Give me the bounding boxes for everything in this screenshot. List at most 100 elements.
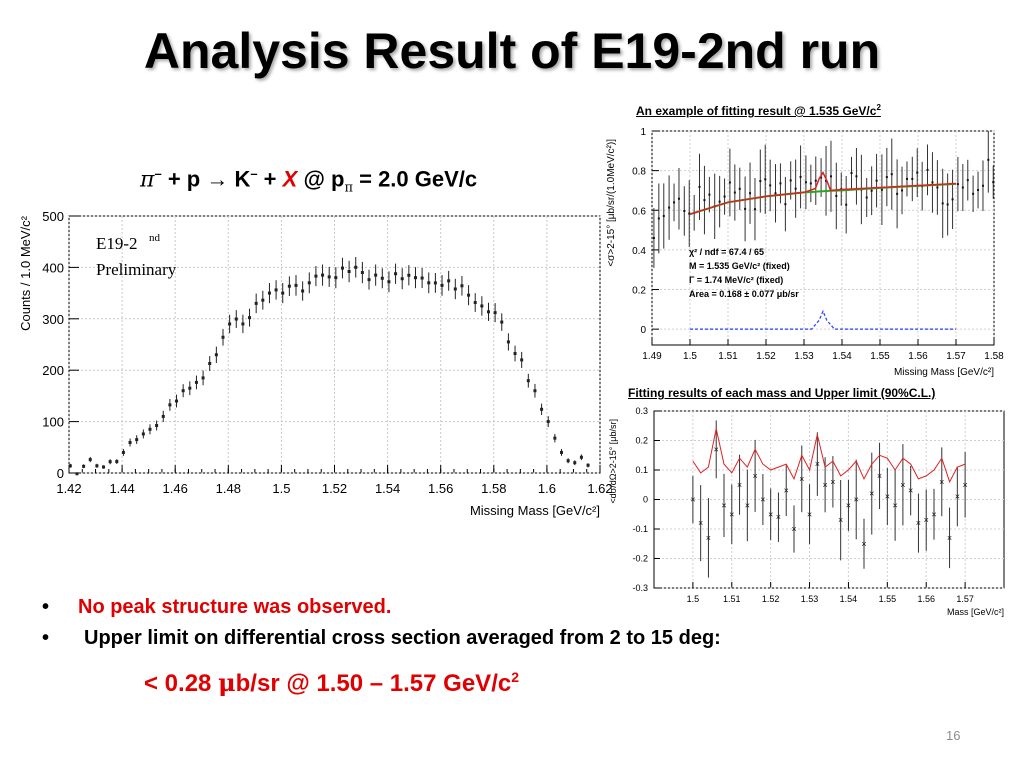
reaction-equation: π– + p → K– + X @ pπ = 2.0 GeV/c <box>140 166 477 196</box>
data-point <box>281 291 285 295</box>
data-point <box>759 180 762 183</box>
upper-limit-result: < 0.28 μb/sr @ 1.50 – 1.57 GeV/c2 <box>144 668 519 698</box>
data-point <box>500 320 504 324</box>
data-point <box>789 179 792 182</box>
data-point <box>673 201 676 204</box>
data-point <box>966 179 969 182</box>
data-point <box>540 407 544 411</box>
data-point <box>809 182 812 185</box>
fit-example-caption-sup: 2 <box>876 103 881 112</box>
data-point: × <box>752 471 757 481</box>
data-point <box>480 304 484 308</box>
reaction-momentum: = 2.0 GeV/c <box>353 166 478 192</box>
data-point <box>662 214 665 217</box>
data-point <box>880 188 883 191</box>
data-point: × <box>931 509 936 519</box>
x-tick-label: 1.58 <box>481 481 506 496</box>
data-point <box>804 181 807 184</box>
reaction-mid: + p → K <box>161 166 251 192</box>
data-point <box>367 278 371 282</box>
data-point: × <box>939 477 944 487</box>
signal-peak-curve <box>690 309 956 330</box>
y-tick-label: -0.2 <box>632 554 648 564</box>
data-point <box>769 184 772 187</box>
data-point <box>733 191 736 194</box>
x-tick-label: 1.46 <box>163 481 188 496</box>
y-tick-label: 200 <box>42 363 64 378</box>
y-tick-label: 500 <box>42 209 64 224</box>
data-point <box>579 455 583 459</box>
data-point <box>890 173 893 176</box>
data-point <box>374 273 378 277</box>
y-tick-label: 1 <box>640 127 646 138</box>
data-point <box>88 458 92 462</box>
data-point: × <box>900 480 905 490</box>
data-point <box>814 179 817 182</box>
data-point <box>799 175 802 178</box>
data-point <box>148 427 152 431</box>
data-point <box>261 298 265 302</box>
data-point <box>267 291 271 295</box>
y-tick-label: 0 <box>643 495 648 505</box>
bullet-item-no-peak: • No peak structure was observed. <box>42 596 721 619</box>
data-point <box>546 420 550 424</box>
x-tick-label: 1.56 <box>917 594 935 604</box>
data-point <box>493 311 497 315</box>
data-point <box>420 276 424 280</box>
data-point <box>774 192 777 195</box>
data-point <box>394 272 398 276</box>
data-point: × <box>706 533 711 543</box>
reaction-x: X <box>282 166 298 192</box>
data-point <box>188 386 192 390</box>
upper-limit-caption: Fitting results of each mass and Upper l… <box>628 386 936 400</box>
x-tick-label: 1.51 <box>723 594 741 604</box>
data-point <box>400 277 404 281</box>
data-point: × <box>822 480 827 490</box>
fit-stat-text: Area = 0.168 ± 0.077 μb/sr <box>689 289 799 299</box>
data-point: × <box>955 492 960 502</box>
x-tick-label: 1.42 <box>56 481 81 496</box>
data-point <box>520 358 524 362</box>
data-point: × <box>737 480 742 490</box>
x-tick-label: 1.56 <box>908 351 928 362</box>
fit-stat-text: M = 1.535 GeV/c² (fixed) <box>689 261 790 271</box>
y-tick-label: 0.8 <box>632 167 646 178</box>
fit-example-caption: An example of fitting result @ 1.535 GeV… <box>636 103 881 118</box>
data-point <box>301 289 305 293</box>
y-tick-label: 0.1 <box>635 465 648 475</box>
data-point <box>850 172 853 175</box>
data-point <box>941 202 944 205</box>
data-point <box>764 178 767 181</box>
y-tick-label: 0.6 <box>632 206 646 217</box>
data-point <box>870 189 873 192</box>
data-point <box>936 186 939 189</box>
data-point <box>287 284 291 288</box>
y-tick-label: -0.3 <box>632 583 648 593</box>
data-point <box>926 168 929 171</box>
data-point <box>208 361 212 365</box>
plot-frame <box>653 410 1005 589</box>
y-tick-label: 0.2 <box>635 436 648 446</box>
reaction-at-p: @ p <box>297 166 345 192</box>
data-point <box>779 182 782 185</box>
total-fit-curve <box>689 171 957 215</box>
bullet-list: • No peak structure was observed. • Upper … <box>42 596 721 658</box>
data-point <box>387 280 391 284</box>
data-point <box>102 465 106 469</box>
data-point <box>181 389 185 393</box>
data-point: × <box>721 500 726 510</box>
data-point <box>668 206 671 209</box>
data-point <box>314 274 318 278</box>
data-point <box>108 460 112 464</box>
data-point <box>241 322 245 326</box>
data-point <box>829 175 832 178</box>
bullet-text: Upper limit on differential cross sectio… <box>84 627 721 649</box>
data-point: × <box>784 486 789 496</box>
y-tick-label: 400 <box>42 260 64 275</box>
data-point <box>688 212 691 215</box>
data-point: × <box>838 515 843 525</box>
data-point: × <box>745 500 750 510</box>
data-point <box>951 198 954 201</box>
data-point <box>327 275 331 279</box>
data-point <box>825 179 828 182</box>
